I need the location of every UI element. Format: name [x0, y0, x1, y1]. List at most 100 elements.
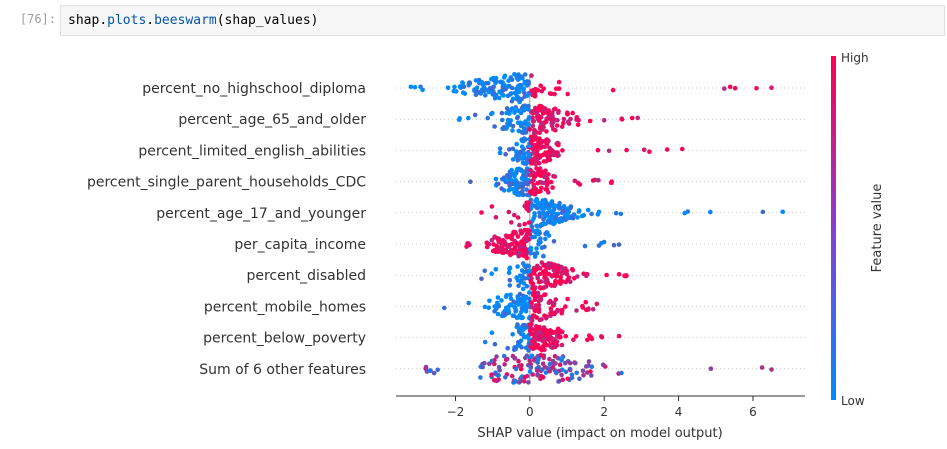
shap-point [535, 368, 540, 373]
shap-point [523, 334, 528, 340]
shap-point [515, 120, 521, 126]
shap-point [519, 301, 525, 307]
shap-point [412, 84, 418, 90]
shap-point [519, 363, 524, 368]
shap-point [510, 96, 516, 102]
beeswarm-dots [408, 72, 785, 385]
shap-point [478, 375, 483, 380]
shap-point [524, 156, 530, 162]
shap-point [521, 90, 527, 95]
x-tick-label: 4 [675, 405, 683, 419]
feature-label: Sum of 6 other features [199, 362, 366, 378]
shap-point [499, 186, 504, 191]
shap-point [457, 84, 463, 89]
shap-point [493, 215, 499, 220]
shap-point [525, 227, 530, 233]
shap-point [539, 121, 545, 126]
shap-point [563, 212, 569, 217]
shap-point [732, 85, 738, 91]
shap-point [538, 153, 544, 158]
shap-point [537, 271, 543, 277]
shap-point [523, 181, 528, 186]
shap-point [489, 76, 494, 82]
shap-point [552, 91, 557, 97]
x-tick-label: 6 [749, 405, 757, 419]
shap-point [538, 115, 544, 120]
shap-point [492, 124, 497, 129]
shap-point [563, 333, 568, 339]
shap-point [544, 129, 549, 134]
shap-point [512, 110, 517, 115]
shap-point [527, 268, 532, 273]
shap-point [524, 294, 529, 300]
shap-point [575, 274, 580, 279]
shap-point [535, 275, 540, 281]
shap-point [519, 168, 525, 174]
shap-point [512, 246, 518, 252]
shap-point [582, 243, 588, 249]
shap-point [554, 370, 559, 375]
shap-point [538, 83, 543, 88]
shap-point [527, 358, 532, 364]
shap-point [504, 356, 510, 362]
shap-point [473, 92, 479, 98]
shap-point [494, 243, 500, 249]
shap-point [499, 298, 504, 303]
code-input[interactable]: shap.plots.beeswarm(shap_values) [60, 5, 945, 36]
shap-point [496, 303, 502, 309]
shap-point [561, 120, 566, 126]
shap-point [601, 239, 607, 245]
shap-point [565, 296, 570, 302]
shap-point [569, 267, 575, 272]
shap-point [583, 299, 588, 305]
shap-point [532, 146, 538, 152]
shap-point [544, 230, 549, 235]
shap-point [544, 277, 550, 282]
shap-point [553, 279, 558, 285]
shap-point [503, 311, 509, 317]
shap-point [606, 148, 612, 154]
shap-point [521, 161, 527, 166]
shap-point [499, 110, 505, 116]
shap-point [508, 292, 513, 298]
shap-point [512, 106, 518, 112]
shap-point [506, 270, 512, 275]
shap-point [517, 291, 523, 297]
shap-point [515, 115, 520, 121]
shap-point [535, 228, 540, 233]
shap-point [526, 152, 532, 158]
shap-point [568, 116, 573, 122]
shap-point [518, 296, 523, 302]
shap-point [534, 223, 539, 229]
shap-point [521, 236, 527, 242]
shap-point [619, 370, 624, 376]
shap-point [529, 224, 535, 229]
feature-labels: percent_no_highschool_diploma percent_age… [87, 81, 366, 378]
shap-point [522, 263, 527, 268]
shap-point [540, 222, 545, 228]
shap-point [520, 286, 526, 292]
shap-point [507, 277, 513, 283]
shap-point [557, 206, 562, 211]
shap-point [561, 204, 567, 209]
x-tick-label: 2 [600, 405, 608, 419]
shap-point [503, 152, 508, 157]
shap-point [505, 173, 510, 178]
shap-point [576, 209, 582, 214]
shap-point [619, 117, 625, 122]
shap-point [496, 377, 501, 382]
feature-label: per_capita_income [234, 237, 366, 253]
shap-point [533, 267, 539, 273]
shap-point [596, 209, 602, 215]
colorbar-low-label: Low [841, 394, 865, 408]
shap-point [516, 192, 522, 198]
shap-point [506, 244, 512, 249]
shap-point [522, 107, 527, 112]
shap-point [509, 77, 515, 82]
shap-point [451, 88, 457, 94]
shap-point [536, 329, 542, 334]
shap-point [641, 147, 647, 153]
shap-point [506, 234, 511, 239]
shap-point [509, 373, 515, 379]
shap-point [550, 185, 555, 190]
